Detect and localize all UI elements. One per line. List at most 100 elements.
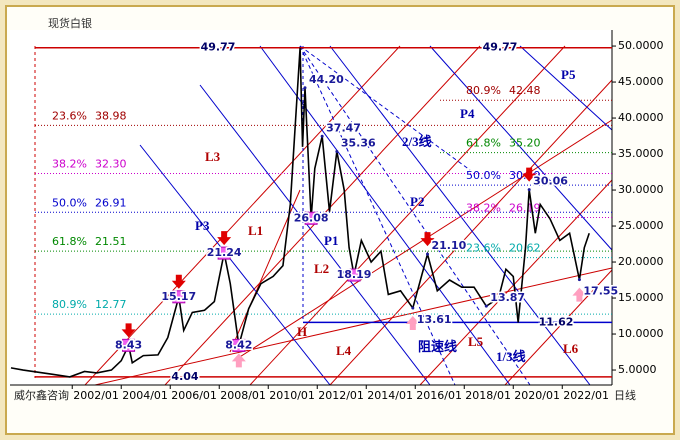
marker: [335, 149, 339, 153]
marker: [303, 86, 307, 90]
marker: [304, 211, 318, 225]
fib-ratio: 23.6%: [52, 109, 87, 122]
trend-line: [249, 45, 566, 386]
fib-value: 21.51: [95, 235, 127, 248]
annotation: 18.19: [337, 268, 372, 281]
fib-ratio: 23.6%: [466, 242, 501, 255]
trend-line: [504, 269, 613, 386]
fib-ratio: 50.0%: [52, 196, 87, 209]
trend-line: [329, 45, 591, 386]
x-tick-label: 2002/01: [73, 389, 119, 402]
line-label: L5: [468, 334, 484, 349]
period: 日线: [614, 388, 636, 402]
annotation: 37.47: [326, 121, 361, 134]
annotation: 26.08: [294, 211, 329, 224]
x-tick-label: 2022/01: [563, 389, 609, 402]
line-label: L4: [336, 343, 352, 358]
trend-line: [94, 267, 613, 386]
annotation: 15.17: [161, 290, 196, 303]
trend-line: [329, 79, 613, 386]
marker: [122, 338, 136, 352]
fib-ratio: 50.0%: [466, 169, 501, 182]
y-tick-label: 30.0000: [618, 183, 664, 196]
arrow: [420, 232, 435, 247]
x-tick-label: 2008/01: [220, 389, 266, 402]
line-label: L2: [314, 261, 329, 276]
annotation: 13.87: [490, 291, 525, 304]
trend-line: [299, 45, 456, 386]
marker: [320, 134, 324, 138]
x-tick-label: 2012/01: [318, 389, 364, 402]
key-level-label: 49.77: [201, 41, 236, 54]
line-label: H: [297, 324, 307, 339]
line-label: P3: [195, 218, 210, 233]
price-line: [10, 47, 590, 378]
arrow: [171, 274, 186, 289]
fib-value: 12.77: [95, 298, 127, 311]
trend-line: [299, 45, 471, 171]
y-tick-label: 15.0000: [618, 291, 664, 304]
arrow: [405, 316, 420, 331]
trend-line: [164, 45, 481, 386]
fib-ratio: 38.2%: [466, 201, 501, 214]
line-label: 1/3线: [496, 349, 526, 364]
key-level-label: 11.62: [539, 315, 574, 328]
y-tick-label: 5.0000: [618, 363, 657, 376]
trend-line: [519, 45, 613, 131]
annotation: 44.20: [309, 73, 344, 86]
fib-ratio: 38.2%: [52, 157, 87, 170]
y-tick-label: 45.0000: [618, 75, 664, 88]
footer: 威尔鑫咨询: [14, 388, 69, 402]
arrow: [572, 287, 587, 302]
line-label: 2/3线: [402, 134, 432, 149]
marker: [217, 246, 231, 260]
marker: [172, 290, 186, 304]
x-tick-label: 2014/01: [367, 389, 413, 402]
fib-ratio: 80.9%: [52, 298, 87, 311]
annotation: 21.10: [432, 239, 467, 252]
line-label: P5: [561, 67, 576, 82]
annotation: 8.43: [115, 338, 142, 351]
annotation: 21.24: [207, 246, 242, 259]
annotation: 30.06: [533, 175, 568, 188]
x-tick-label: 2004/01: [122, 389, 168, 402]
y-tick-label: 40.0000: [618, 111, 664, 124]
line-label: L6: [563, 341, 579, 356]
line-label: L3: [205, 149, 221, 164]
x-tick-label: 2016/01: [416, 389, 462, 402]
arrow: [217, 231, 232, 246]
x-tick-label: 2006/01: [171, 389, 217, 402]
y-tick-label: 25.0000: [618, 219, 664, 232]
arrow: [231, 353, 246, 368]
trend-line: [429, 45, 613, 251]
line-label: P4: [460, 106, 475, 121]
line-label: P2: [410, 194, 424, 209]
trend-line: [299, 45, 531, 386]
line-label: L1: [248, 223, 263, 238]
key-level-label: 4.04: [171, 370, 198, 383]
y-tick-label: 20.0000: [618, 255, 664, 268]
line-label: P1: [324, 233, 338, 248]
marker: [411, 306, 415, 310]
annotation: 17.55: [583, 285, 618, 298]
marker: [484, 304, 488, 308]
chart-title: 现货白银: [48, 16, 92, 30]
marker: [426, 252, 430, 256]
annotation: 8.42: [225, 338, 252, 351]
arrow: [121, 323, 136, 338]
annotation: 13.61: [417, 313, 452, 326]
fib-value: 26.19: [509, 201, 541, 214]
key-level-label: 49.77: [483, 41, 518, 54]
marker: [527, 188, 531, 192]
trend-line: [139, 144, 331, 386]
trend-line: [199, 84, 431, 386]
fib-value: 38.98: [95, 109, 127, 122]
y-tick-label: 10.0000: [618, 327, 664, 340]
marker: [577, 278, 581, 282]
fib-ratio: 61.8%: [466, 137, 501, 150]
fib-value: 42.48: [509, 84, 541, 97]
marker: [347, 268, 361, 282]
fib-value: 32.30: [95, 157, 127, 170]
fib-value: 26.91: [95, 196, 127, 209]
